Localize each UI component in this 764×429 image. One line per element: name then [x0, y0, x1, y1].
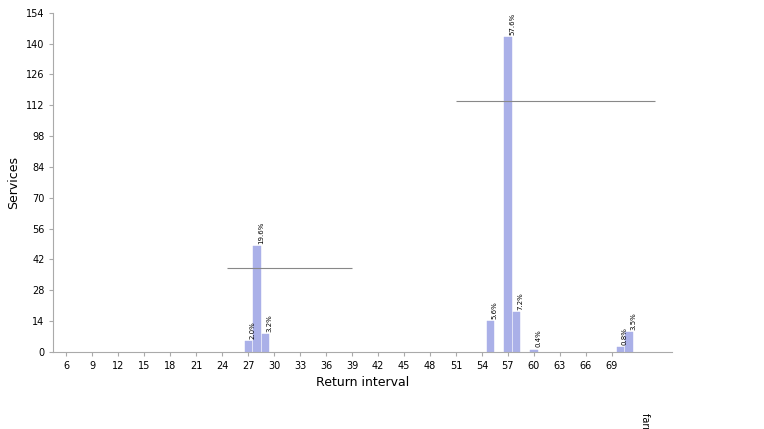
X-axis label: Return interval: Return interval: [316, 376, 410, 390]
Text: 0.8%: 0.8%: [622, 327, 628, 345]
Text: 2.0%: 2.0%: [250, 321, 255, 338]
Bar: [253, 246, 261, 352]
Bar: [617, 347, 624, 352]
Bar: [626, 332, 633, 352]
Text: 19.6%: 19.6%: [258, 221, 264, 244]
Bar: [244, 341, 252, 352]
Text: 5.6%: 5.6%: [492, 301, 498, 319]
Bar: [262, 334, 269, 352]
Bar: [487, 321, 494, 352]
Bar: [530, 350, 538, 352]
Text: 7.2%: 7.2%: [518, 292, 524, 310]
Text: 3.5%: 3.5%: [630, 312, 636, 330]
Text: 0.4%: 0.4%: [535, 329, 541, 347]
Y-axis label: Services: Services: [8, 156, 21, 209]
Text: Failure at
farrowing > 71: Failure at farrowing > 71: [640, 413, 662, 429]
Bar: [513, 312, 520, 352]
Text: 3.2%: 3.2%: [267, 314, 273, 332]
Text: 57.6%: 57.6%: [509, 12, 515, 35]
Bar: [504, 37, 512, 352]
